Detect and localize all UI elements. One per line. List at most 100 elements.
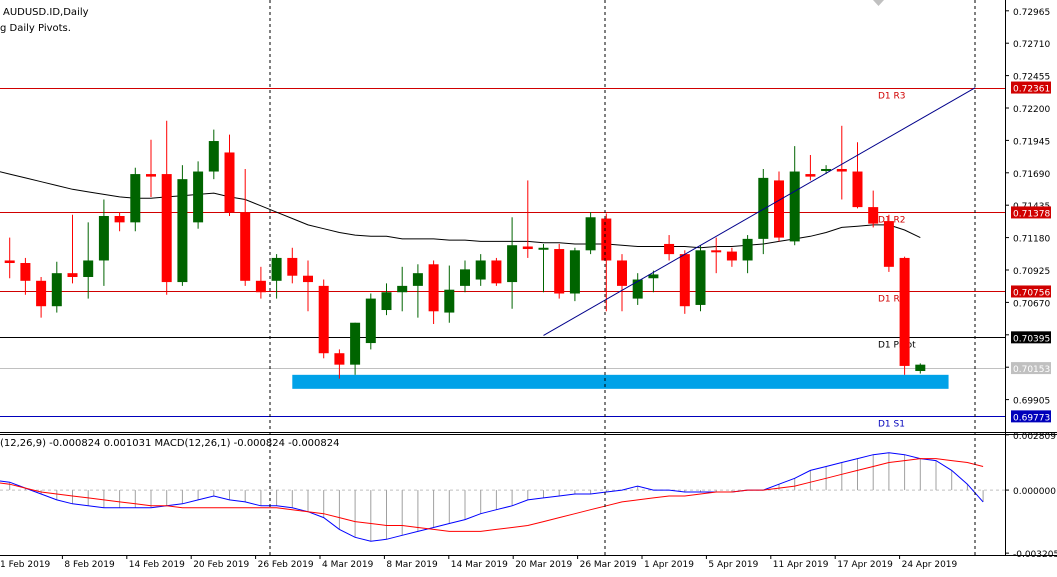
candle-29[interactable] bbox=[444, 265, 455, 323]
candle-24[interactable] bbox=[365, 293, 376, 350]
candle-32[interactable] bbox=[491, 257, 502, 286]
candle-34[interactable] bbox=[522, 180, 533, 258]
x-tick-label-1: 8 Feb 2019 bbox=[64, 560, 115, 570]
candle-27[interactable] bbox=[412, 264, 423, 318]
pivot-label-3: D1 Pivot bbox=[878, 341, 916, 351]
candle-39[interactable] bbox=[601, 213, 612, 312]
candle-33[interactable] bbox=[507, 217, 518, 309]
candle-42[interactable] bbox=[648, 270, 659, 293]
chart-shift-marker-icon[interactable] bbox=[873, 0, 884, 6]
y-tick-label-4: 0.71945 bbox=[1013, 137, 1050, 147]
candle-body bbox=[632, 279, 643, 299]
candle-47[interactable] bbox=[726, 247, 737, 267]
candle-23[interactable] bbox=[350, 322, 361, 375]
moving-average-line bbox=[0, 171, 921, 249]
candle-57[interactable] bbox=[883, 214, 894, 272]
candle-43[interactable] bbox=[664, 235, 675, 261]
candle-12[interactable] bbox=[177, 165, 188, 286]
candle-body bbox=[397, 285, 408, 293]
candle-1[interactable] bbox=[4, 237, 15, 279]
support-zone-rect[interactable] bbox=[292, 374, 949, 389]
candle-59[interactable] bbox=[915, 363, 926, 374]
symbol-label: AUDUSD.ID,Daily bbox=[3, 7, 89, 18]
trendline[interactable] bbox=[543, 87, 976, 336]
price-tag-5: 0.69773 bbox=[1013, 413, 1050, 423]
candle-body bbox=[318, 285, 329, 354]
candle-46[interactable] bbox=[711, 237, 722, 274]
candle-body bbox=[538, 247, 549, 250]
candle-54[interactable] bbox=[836, 125, 847, 200]
candle-50[interactable] bbox=[774, 171, 784, 242]
macd-panel[interactable] bbox=[0, 452, 1005, 542]
candle-3[interactable] bbox=[36, 276, 47, 318]
candle-52[interactable] bbox=[805, 155, 816, 181]
candle-16[interactable] bbox=[240, 168, 251, 286]
candle-body bbox=[130, 174, 141, 223]
candle-25[interactable] bbox=[381, 283, 392, 316]
candle-40[interactable] bbox=[617, 254, 627, 312]
macd-label: (12,26,9) -0.000824 0.001031 MACD(12,26,… bbox=[0, 438, 340, 449]
candle-20[interactable] bbox=[303, 260, 313, 312]
candle-35[interactable] bbox=[538, 243, 549, 293]
pivot-label-2: D1 R1 bbox=[878, 295, 906, 305]
candle-30[interactable] bbox=[460, 260, 470, 293]
candle-10[interactable] bbox=[146, 139, 156, 197]
candle-4[interactable] bbox=[51, 261, 62, 313]
candle-48[interactable] bbox=[742, 235, 753, 274]
x-tick-label-11: 5 Apr 2019 bbox=[708, 560, 758, 570]
candle-18[interactable] bbox=[271, 254, 282, 299]
candle-31[interactable] bbox=[475, 254, 486, 286]
y-tick-label-5: 0.71690 bbox=[1013, 170, 1050, 180]
candle-6[interactable] bbox=[83, 222, 94, 299]
x-tick-label-13: 17 Apr 2019 bbox=[837, 560, 893, 570]
candle-21[interactable] bbox=[318, 279, 329, 359]
candle-2[interactable] bbox=[20, 257, 31, 295]
candle-38[interactable] bbox=[585, 212, 596, 255]
candle-body bbox=[208, 141, 219, 172]
candle-7[interactable] bbox=[98, 199, 109, 286]
candle-9[interactable] bbox=[130, 167, 141, 232]
candle-58[interactable] bbox=[899, 256, 910, 375]
x-tick-label-4: 26 Feb 2019 bbox=[258, 560, 314, 570]
candle-19[interactable] bbox=[287, 247, 298, 284]
candle-56[interactable] bbox=[868, 190, 879, 228]
main-price-panel[interactable]: D1 R3 D1 R2 D1 R1 D1 Pivot D1 S1 bbox=[0, 87, 1005, 430]
x-tick-label-2: 14 Feb 2019 bbox=[129, 560, 185, 570]
candle-14[interactable] bbox=[208, 129, 219, 180]
y-tick-label-2: 0.72455 bbox=[1013, 73, 1050, 83]
candle-body bbox=[852, 171, 863, 208]
candle-37[interactable] bbox=[569, 247, 580, 302]
candle-body bbox=[161, 174, 172, 283]
candle-8[interactable] bbox=[114, 212, 125, 232]
candle-36[interactable] bbox=[554, 243, 565, 299]
candle-49[interactable] bbox=[758, 168, 769, 255]
candle-51[interactable] bbox=[789, 146, 800, 246]
candle-28[interactable] bbox=[428, 260, 439, 324]
candle-body bbox=[805, 174, 816, 177]
candle-body bbox=[774, 180, 784, 238]
candle-22[interactable] bbox=[334, 349, 345, 379]
candle-body bbox=[444, 289, 455, 313]
x-tick-label-3: 20 Feb 2019 bbox=[193, 560, 249, 570]
candle-13[interactable] bbox=[193, 161, 204, 229]
pivot-label-1: D1 R2 bbox=[878, 216, 906, 226]
candle-5[interactable] bbox=[67, 214, 78, 284]
x-tick-label-12: 11 Apr 2019 bbox=[773, 560, 829, 570]
candle-body bbox=[868, 207, 879, 224]
candle-55[interactable] bbox=[852, 142, 863, 209]
candle-body bbox=[789, 171, 800, 242]
candle-body bbox=[648, 274, 659, 279]
candle-45[interactable] bbox=[695, 245, 706, 312]
candle-17[interactable] bbox=[255, 266, 266, 299]
candle-53[interactable] bbox=[821, 165, 832, 175]
candle-26[interactable] bbox=[397, 266, 408, 312]
y-tick-label-12: 0.69905 bbox=[1013, 397, 1050, 407]
candle-body bbox=[350, 322, 361, 365]
candle-body bbox=[679, 254, 690, 307]
candle-41[interactable] bbox=[632, 273, 643, 305]
candle-body bbox=[334, 353, 345, 365]
candle-44[interactable] bbox=[679, 250, 690, 314]
candle-15[interactable] bbox=[224, 134, 235, 216]
candle-11[interactable] bbox=[161, 120, 172, 295]
